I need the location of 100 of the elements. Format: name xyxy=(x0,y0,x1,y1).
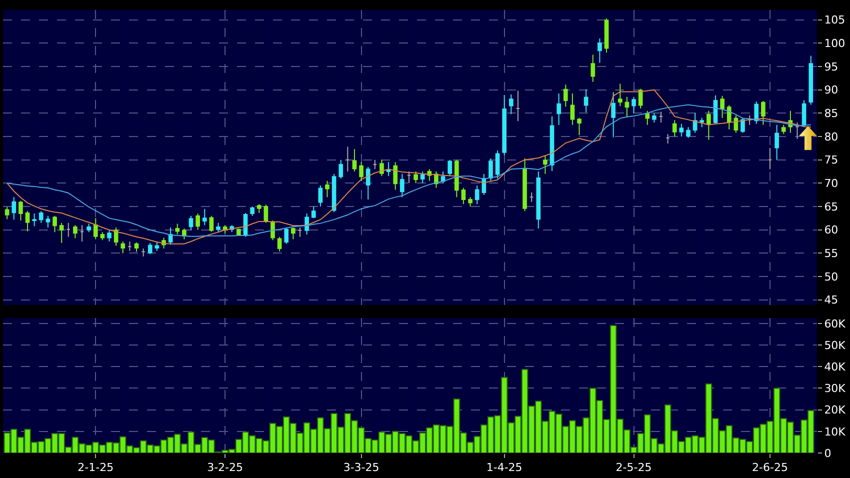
candlestick xyxy=(270,220,275,241)
candlestick xyxy=(454,159,459,198)
candlestick xyxy=(700,117,704,128)
y-tick-label: 50 xyxy=(824,270,838,284)
candlestick xyxy=(236,228,241,236)
y-tick-label: 45 xyxy=(824,294,838,307)
candlestick xyxy=(216,222,220,233)
y-tick-label: 80 xyxy=(824,130,838,144)
y-tick-label: 75 xyxy=(824,154,838,167)
candlestick xyxy=(502,94,507,156)
candlestick xyxy=(352,148,357,172)
candlestick xyxy=(202,208,207,226)
candlestick xyxy=(196,213,200,230)
candlestick xyxy=(672,120,677,137)
candlestick xyxy=(488,158,493,182)
y-tick-label: 55 xyxy=(824,247,838,260)
candlestick xyxy=(706,110,711,140)
candlestick xyxy=(516,90,520,122)
candlestick xyxy=(86,223,91,233)
candlestick xyxy=(25,210,30,232)
candlestick xyxy=(141,248,146,257)
candlestick xyxy=(400,173,404,198)
y-tick-label: 95 xyxy=(824,60,838,74)
y-tick-label: 90 xyxy=(824,84,838,97)
candlestick xyxy=(209,215,214,232)
candlestick xyxy=(550,116,554,172)
candlestick xyxy=(508,94,514,115)
candlestick xyxy=(406,171,412,184)
candlestick xyxy=(359,162,364,182)
candlestick xyxy=(652,112,656,123)
candlestick xyxy=(556,93,561,126)
candlestick xyxy=(808,55,814,106)
candlestick xyxy=(366,166,370,200)
candlestick xyxy=(93,218,98,240)
x-tick-label: 2-5-25 xyxy=(616,461,652,474)
y-tick-label: 85 xyxy=(824,107,838,120)
y-tick-label: 20K xyxy=(824,404,846,417)
x-tick-label: 3-3-25 xyxy=(343,461,380,474)
candlestick xyxy=(188,215,194,230)
candlestick xyxy=(522,158,527,212)
y-tick-label: 60 xyxy=(824,224,838,237)
candlestick xyxy=(658,111,664,123)
candlestick xyxy=(4,206,10,220)
candlestick xyxy=(781,124,786,135)
candlestick xyxy=(128,241,132,252)
y-tick-label: 0 xyxy=(824,446,832,460)
candlestick xyxy=(611,92,616,138)
candlestick xyxy=(175,223,180,236)
y-tick-label: 50K xyxy=(824,338,846,352)
y-tick-label: 100 xyxy=(824,36,846,50)
candlestick xyxy=(148,242,152,255)
y-tick-label: 30K xyxy=(824,382,846,396)
candlestick xyxy=(632,96,636,114)
candlestick xyxy=(448,159,452,177)
candlestick xyxy=(618,83,622,107)
candlestick xyxy=(66,222,71,238)
candlestick xyxy=(598,38,602,64)
candlestick xyxy=(318,185,323,208)
candlestick xyxy=(277,236,282,252)
candlestick xyxy=(713,94,718,124)
candlestick xyxy=(154,241,160,252)
candlestick xyxy=(393,162,398,190)
candlestick xyxy=(774,124,779,160)
candlestick xyxy=(38,210,44,224)
candlestick xyxy=(692,112,698,134)
candlestick xyxy=(740,117,745,134)
candlestick xyxy=(298,227,302,238)
x-tick-label: 3-2-25 xyxy=(207,461,244,474)
x-tick-label: 1-4-25 xyxy=(486,461,522,474)
candlestick xyxy=(768,148,772,170)
candlestick xyxy=(380,159,384,177)
candlestick xyxy=(414,171,418,184)
candlestick xyxy=(80,224,84,242)
candlestick xyxy=(645,110,650,126)
candlestick xyxy=(52,215,57,233)
candlestick xyxy=(461,187,466,205)
candlestick xyxy=(291,227,296,240)
candlestick xyxy=(59,222,64,244)
candlestick xyxy=(638,88,643,109)
y-tick-label: 60K xyxy=(824,317,846,330)
candlestick xyxy=(107,229,112,242)
candlestick xyxy=(761,100,766,126)
candlestick xyxy=(372,159,378,170)
candlestick xyxy=(338,159,344,179)
candlestick xyxy=(679,123,684,137)
candlestick xyxy=(624,96,630,117)
candlestick xyxy=(256,204,262,214)
candlestick xyxy=(529,192,534,202)
candlestick xyxy=(46,215,50,228)
candlestick xyxy=(134,242,139,252)
candlestick xyxy=(12,196,16,220)
y-tick-label: 10K xyxy=(824,425,846,438)
y-tick-label: 105 xyxy=(824,14,846,27)
candlestick xyxy=(795,122,800,140)
candlestick xyxy=(495,150,500,179)
candlestick xyxy=(590,54,596,82)
y-tick-label: 40K xyxy=(824,360,846,374)
candlestick xyxy=(386,162,391,177)
candlestick xyxy=(720,95,724,118)
candlestick xyxy=(563,84,568,108)
